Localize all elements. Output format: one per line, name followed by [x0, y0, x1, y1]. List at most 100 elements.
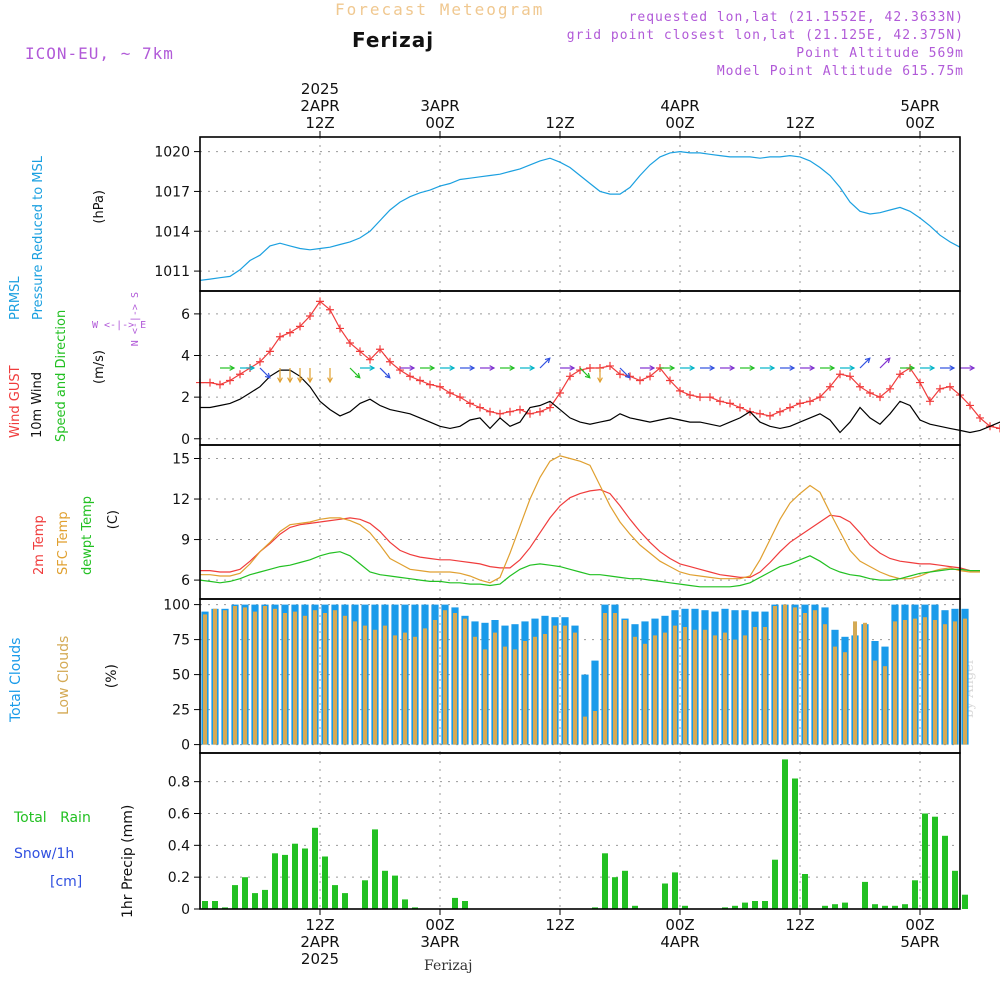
gust-marker [426, 380, 434, 389]
y-tick-label: 15 [172, 452, 190, 468]
bar [232, 885, 238, 909]
bar [703, 629, 707, 745]
bar [622, 870, 628, 909]
bar [943, 624, 947, 745]
gust-marker [976, 413, 984, 422]
gust-marker [866, 388, 874, 397]
bar [423, 628, 427, 745]
y-tick-label: 0.6 [168, 806, 190, 822]
x-tick-label-top: 4APR [660, 97, 699, 115]
gust-marker [436, 382, 444, 391]
bar [743, 635, 747, 745]
bar [413, 636, 417, 745]
bar [923, 617, 927, 745]
product-title: Forecast Meteogram [335, 0, 545, 19]
gust-marker [306, 311, 314, 320]
y-tick-label: 0 [181, 902, 190, 918]
bar [693, 629, 697, 745]
wind-arrowhead [597, 377, 603, 384]
bar [752, 901, 758, 909]
gust-marker [386, 357, 394, 366]
bar [763, 627, 767, 745]
bar [792, 778, 798, 909]
bar [653, 635, 657, 745]
bar [822, 905, 828, 909]
bar [363, 625, 367, 745]
series-line [200, 369, 1000, 434]
bar [323, 613, 327, 745]
gust-marker [996, 424, 1000, 433]
bar [313, 610, 317, 745]
bar [203, 614, 207, 745]
y-tick-label: 1014 [154, 224, 190, 240]
series-line [199, 150, 961, 281]
bar [343, 615, 347, 745]
gust-marker [276, 332, 284, 341]
gust-marker [506, 407, 514, 416]
gust-marker [806, 397, 814, 406]
precipitation-panel: 0 0.2 0.4 0.6 0.8 [168, 752, 968, 918]
bar [882, 905, 888, 909]
bar [493, 632, 497, 745]
wind-arrowhead [249, 365, 256, 371]
wind-arrowhead [287, 377, 293, 384]
panel-frame [199, 444, 961, 600]
wind-arrow [539, 357, 551, 369]
bar [591, 660, 599, 745]
gust-marker [556, 388, 564, 397]
bar [342, 893, 348, 909]
gust-marker [966, 401, 974, 410]
bar [733, 639, 737, 745]
wind-arrowhead [489, 365, 496, 371]
bar [873, 660, 877, 745]
gust-marker [326, 305, 334, 314]
bar [853, 621, 857, 745]
y-tick-label: 4 [181, 349, 190, 365]
compass-we: W <-|-> E [92, 320, 147, 331]
y-tick-label: 1011 [154, 264, 190, 280]
bar [813, 610, 817, 745]
wind-arrowhead [769, 365, 776, 371]
bar [213, 608, 217, 745]
gust-marker [886, 384, 894, 393]
wind-arrowhead [429, 365, 436, 371]
wind-arrowhead [929, 365, 936, 371]
bar [372, 829, 378, 909]
bar [802, 874, 808, 909]
bar [243, 607, 247, 745]
x-tick-label-top: 00Z [905, 114, 934, 132]
y-tick-label: 25 [172, 703, 190, 719]
gust-marker [476, 403, 484, 412]
gust-marker [876, 393, 884, 402]
bar [543, 634, 547, 745]
bar [402, 899, 408, 909]
bar [393, 635, 397, 745]
wind-arrow [859, 357, 871, 369]
wind-arrow [349, 367, 361, 379]
gust-marker [586, 364, 594, 372]
model-label: ICON-EU, ~ 7km [25, 44, 174, 63]
gust-marker [736, 403, 744, 412]
bar [262, 889, 268, 909]
wind-arrowhead [529, 365, 536, 371]
wind-arrow [379, 367, 391, 379]
bar [633, 636, 637, 745]
bar [682, 905, 688, 909]
bar [383, 625, 387, 745]
bar [573, 632, 577, 745]
x-tick-label-top: 3APR [420, 97, 459, 115]
wind-arrowhead [689, 365, 696, 371]
y-tick-label: 2 [181, 390, 190, 406]
bar [513, 649, 517, 745]
gust-marker [666, 376, 674, 385]
gust-marker [916, 378, 924, 387]
gust-marker [446, 388, 454, 397]
gust-marker [716, 397, 724, 406]
x-tick-label-bottom: 3APR [420, 933, 459, 951]
bar [581, 674, 589, 745]
panel-frame [199, 752, 961, 910]
bar [833, 646, 837, 745]
bar [433, 620, 437, 745]
bar [952, 870, 958, 909]
